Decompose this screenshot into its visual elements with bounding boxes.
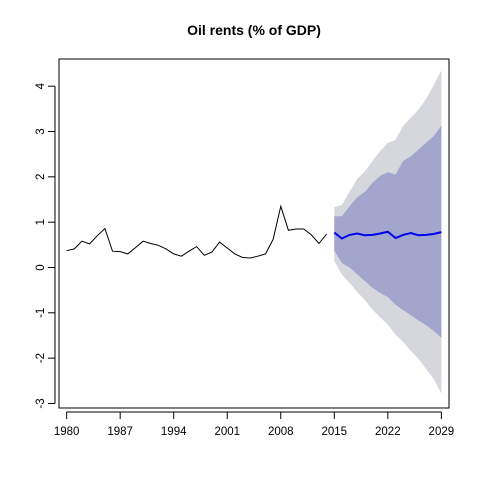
plot-frame — [58, 58, 450, 409]
y-tick-label: -1 — [35, 308, 47, 318]
x-tick-label: 2015 — [321, 426, 347, 438]
x-axis: 1980 1987 1994 2001 2008 2015 2022 2029 — [54, 411, 455, 438]
x-tick-label: 2022 — [375, 426, 401, 438]
x-tick-label: 1994 — [161, 426, 187, 438]
y-tick-label: 4 — [35, 82, 47, 89]
y-tick-label: 1 — [35, 219, 47, 225]
y-axis: -3 -2 -1 0 1 2 3 4 — [35, 82, 56, 409]
y-tick-label: 2 — [35, 174, 47, 180]
y-tick-label: -2 — [35, 353, 47, 363]
x-tick-label: 1980 — [54, 426, 80, 438]
chart-title: Oil rents (% of GDP) — [187, 22, 321, 38]
series-lines — [66, 204, 442, 259]
history-line — [66, 204, 327, 259]
forecast-mean-line — [333, 230, 442, 240]
y-tick-label: -3 — [35, 398, 47, 408]
x-tick-label: 2029 — [429, 426, 455, 438]
y-tick-label: 3 — [35, 128, 47, 134]
x-tick-label: 2008 — [268, 426, 294, 438]
y-tick-label: 0 — [35, 264, 47, 270]
x-tick-label: 1987 — [107, 426, 133, 438]
x-tick-label: 2001 — [214, 426, 240, 438]
